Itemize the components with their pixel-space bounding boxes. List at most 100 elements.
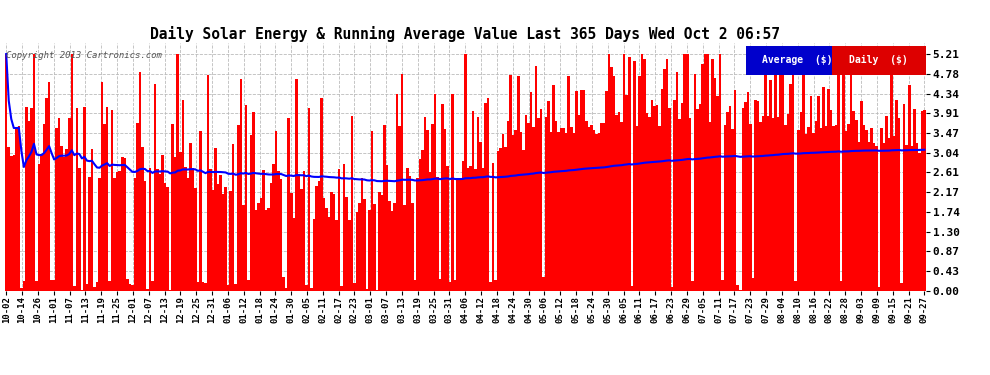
Bar [227, 285, 230, 291]
Bar [577, 115, 580, 291]
Bar [103, 124, 106, 291]
Bar [706, 54, 709, 291]
Bar [722, 280, 724, 291]
Bar [530, 92, 533, 291]
Bar [681, 103, 683, 291]
Bar [538, 118, 540, 291]
Bar [326, 208, 328, 291]
Bar [28, 122, 30, 291]
Bar [732, 129, 734, 291]
Bar [212, 190, 214, 291]
Bar [714, 78, 717, 291]
Bar [565, 133, 567, 291]
Bar [124, 158, 126, 291]
Bar [603, 123, 605, 291]
Bar [666, 59, 668, 291]
Bar [202, 282, 204, 291]
Bar [315, 186, 318, 291]
Bar [360, 178, 363, 291]
Bar [906, 146, 908, 291]
Bar [867, 142, 870, 291]
Bar [323, 198, 326, 291]
Bar [562, 128, 565, 291]
Bar [590, 125, 593, 291]
Bar [148, 168, 151, 291]
Bar [898, 118, 901, 291]
Bar [543, 277, 545, 291]
Bar [464, 54, 466, 291]
Bar [318, 180, 320, 291]
Bar [58, 118, 60, 291]
Bar [139, 72, 142, 291]
Bar [512, 135, 515, 291]
Bar [358, 203, 360, 291]
Bar [282, 278, 285, 291]
Bar [694, 74, 696, 291]
Bar [608, 54, 611, 291]
Bar [217, 184, 220, 291]
Bar [376, 290, 378, 291]
Bar [901, 282, 903, 291]
Bar [164, 183, 166, 291]
Bar [336, 220, 338, 291]
Bar [264, 210, 267, 291]
Bar [259, 198, 262, 291]
Bar [456, 180, 459, 291]
Bar [270, 183, 272, 291]
FancyBboxPatch shape [746, 46, 847, 75]
Bar [147, 289, 148, 291]
Bar [613, 76, 616, 291]
Bar [320, 98, 323, 291]
Bar [857, 142, 860, 291]
Bar [285, 288, 287, 291]
Bar [398, 126, 401, 291]
Bar [136, 123, 139, 291]
Bar [383, 124, 386, 291]
Bar [616, 116, 618, 291]
Bar [248, 280, 249, 291]
Bar [454, 280, 456, 291]
Bar [878, 287, 880, 291]
Bar [810, 96, 812, 291]
Bar [30, 108, 33, 291]
Bar [23, 281, 25, 291]
Bar [833, 126, 835, 291]
Bar [800, 112, 802, 291]
Bar [499, 148, 502, 291]
Bar [717, 96, 719, 291]
Bar [298, 174, 300, 291]
Bar [158, 174, 161, 291]
Bar [13, 155, 15, 291]
Bar [482, 168, 484, 291]
Bar [424, 117, 427, 291]
Bar [222, 194, 225, 291]
Bar [8, 147, 10, 291]
Bar [207, 75, 209, 291]
Bar [142, 147, 144, 291]
Bar [93, 287, 96, 291]
Bar [33, 54, 36, 291]
Bar [401, 74, 404, 291]
Bar [134, 178, 136, 291]
Bar [254, 210, 257, 291]
Bar [310, 288, 313, 291]
Bar [194, 188, 197, 291]
Bar [544, 117, 547, 291]
Bar [838, 54, 840, 291]
Bar [65, 149, 68, 291]
Bar [10, 156, 13, 291]
Bar [419, 159, 421, 291]
Bar [277, 171, 280, 291]
Bar [560, 128, 562, 291]
Bar [161, 154, 164, 291]
Bar [502, 134, 504, 291]
Bar [686, 54, 688, 291]
Bar [840, 280, 842, 291]
Bar [476, 117, 479, 291]
FancyBboxPatch shape [832, 46, 926, 75]
Bar [580, 90, 582, 291]
Bar [673, 100, 676, 291]
Bar [272, 164, 275, 291]
Bar [921, 111, 923, 291]
Bar [171, 124, 174, 291]
